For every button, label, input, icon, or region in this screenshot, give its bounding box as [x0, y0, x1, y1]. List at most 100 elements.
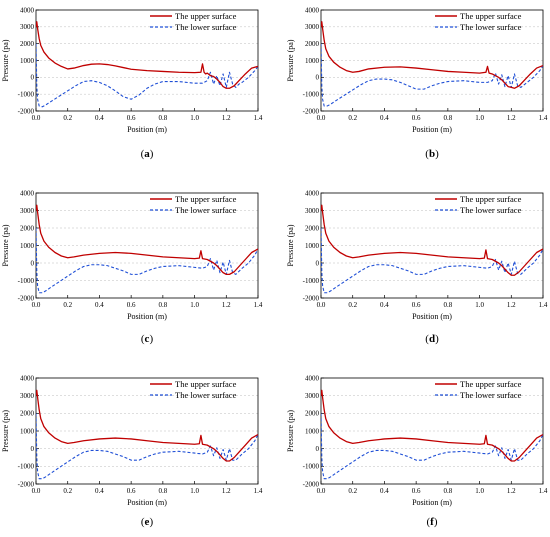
y-tick-label: 3000: [305, 23, 320, 31]
upper-surface-series: [36, 21, 258, 89]
upper-surface-series: [321, 389, 543, 462]
y-tick-label: 1000: [20, 427, 35, 435]
x-tick-label: 1.4: [254, 114, 263, 122]
x-tick-label: 0.4: [95, 114, 104, 122]
y-tick-label: -2000: [18, 480, 35, 488]
x-tick-label: 0.4: [380, 487, 389, 495]
x-tick-label: 0.8: [158, 301, 167, 309]
x-tick-label: 1.2: [222, 114, 231, 122]
x-tick-label: 0.6: [412, 301, 421, 309]
y-tick-label: 4000: [20, 189, 35, 197]
x-tick-label: 0.0: [32, 487, 41, 495]
panel-caption: (d): [425, 333, 439, 345]
x-tick-label: 1.0: [475, 487, 484, 495]
y-tick-label: 1000: [20, 57, 35, 65]
panel-caption: (c): [141, 333, 154, 345]
lower-surface-series: [36, 227, 258, 294]
legend-label: The upper surface: [460, 11, 522, 21]
x-tick-label: 0.2: [63, 301, 72, 309]
y-tick-label: 2000: [20, 410, 35, 418]
legend-label: The lower surface: [460, 390, 522, 400]
x-tick-label: 0.4: [95, 301, 104, 309]
x-tick-label: 1.4: [254, 487, 263, 495]
y-tick-label: 1000: [305, 57, 320, 65]
legend-label: The lower surface: [175, 22, 237, 32]
panel-caption: (a): [141, 148, 154, 160]
y-tick-label: -2000: [18, 107, 35, 115]
x-tick-label: 1.0: [190, 487, 199, 495]
lower-surface-series: [321, 227, 543, 294]
legend-label: The upper surface: [460, 194, 522, 204]
x-axis-label: Position (m): [127, 312, 167, 321]
x-axis-label: Position (m): [412, 498, 452, 507]
x-tick-label: 0.8: [158, 487, 167, 495]
x-tick-label: 0.0: [317, 114, 326, 122]
x-tick-label: 0.8: [443, 487, 452, 495]
y-tick-label: -2000: [303, 294, 320, 302]
lower-surface-series: [36, 43, 258, 108]
y-tick-label: -1000: [303, 277, 320, 285]
y-tick-label: -1000: [18, 463, 35, 471]
x-axis-label: Position (m): [412, 125, 452, 134]
x-tick-label: 0.2: [63, 114, 72, 122]
y-tick-label: 4000: [20, 6, 35, 14]
y-tick-label: 2000: [20, 40, 35, 48]
x-tick-label: 1.2: [507, 487, 516, 495]
x-tick-label: 0.2: [348, 301, 357, 309]
y-tick-label: 3000: [20, 207, 35, 215]
x-tick-label: 1.2: [507, 301, 516, 309]
legend-label: The lower surface: [460, 205, 522, 215]
upper-surface-series: [36, 389, 258, 462]
legend-label: The upper surface: [175, 11, 237, 21]
y-axis-label: Pressure (pa): [286, 410, 295, 452]
x-tick-label: 0.4: [95, 487, 104, 495]
lower-surface-series: [321, 43, 543, 107]
x-tick-label: 0.6: [412, 114, 421, 122]
y-tick-label: -1000: [18, 91, 35, 99]
y-tick-label: 0: [316, 259, 320, 267]
legend-label: The lower surface: [460, 22, 522, 32]
y-tick-label: -2000: [18, 294, 35, 302]
y-tick-label: 3000: [305, 207, 320, 215]
panel-caption: (f): [426, 516, 437, 528]
y-tick-label: -2000: [303, 107, 320, 115]
legend-label: The upper surface: [460, 379, 522, 389]
x-tick-label: 0.2: [348, 114, 357, 122]
y-tick-label: 1000: [305, 242, 320, 250]
legend-label: The upper surface: [175, 194, 237, 204]
legend-label: The upper surface: [175, 379, 237, 389]
x-tick-label: 1.2: [222, 301, 231, 309]
y-tick-label: 4000: [20, 374, 35, 382]
y-axis-label: Pressure (pa): [1, 410, 10, 452]
y-tick-label: 1000: [305, 427, 320, 435]
y-tick-label: 0: [31, 74, 35, 82]
x-tick-label: 1.4: [254, 301, 263, 309]
y-tick-label: 3000: [305, 392, 320, 400]
chart-panel: -2000 -1000 0 1000 2000 3000 4000 0.0 0.2 0.4 0.6 0…: [286, 6, 548, 160]
x-tick-label: 1.2: [507, 114, 516, 122]
x-tick-label: 0.0: [32, 301, 41, 309]
panel-caption: (e): [141, 516, 154, 528]
y-tick-label: 4000: [305, 189, 320, 197]
y-tick-label: 2000: [305, 40, 320, 48]
y-tick-label: 0: [31, 445, 35, 453]
x-tick-label: 1.0: [190, 114, 199, 122]
chart-panel: -2000 -1000 0 1000 2000 3000 4000 0.0 0.2 0.4 0.6 0…: [1, 189, 263, 345]
x-tick-label: 0.8: [443, 114, 452, 122]
x-tick-label: 1.2: [222, 487, 231, 495]
x-axis-label: Position (m): [127, 125, 167, 134]
x-tick-label: 0.0: [317, 487, 326, 495]
upper-surface-series: [321, 21, 543, 89]
y-tick-label: -1000: [303, 463, 320, 471]
y-tick-label: 2000: [305, 410, 320, 418]
y-tick-label: -1000: [18, 277, 35, 285]
y-axis-label: Pressure (pa): [286, 224, 295, 266]
x-tick-label: 0.6: [412, 487, 421, 495]
x-tick-label: 0.6: [127, 487, 136, 495]
panel-caption: (b): [425, 148, 439, 160]
lower-surface-series: [321, 413, 543, 480]
x-tick-label: 1.0: [190, 301, 199, 309]
legend-label: The lower surface: [175, 205, 237, 215]
legend-label: The lower surface: [175, 390, 237, 400]
